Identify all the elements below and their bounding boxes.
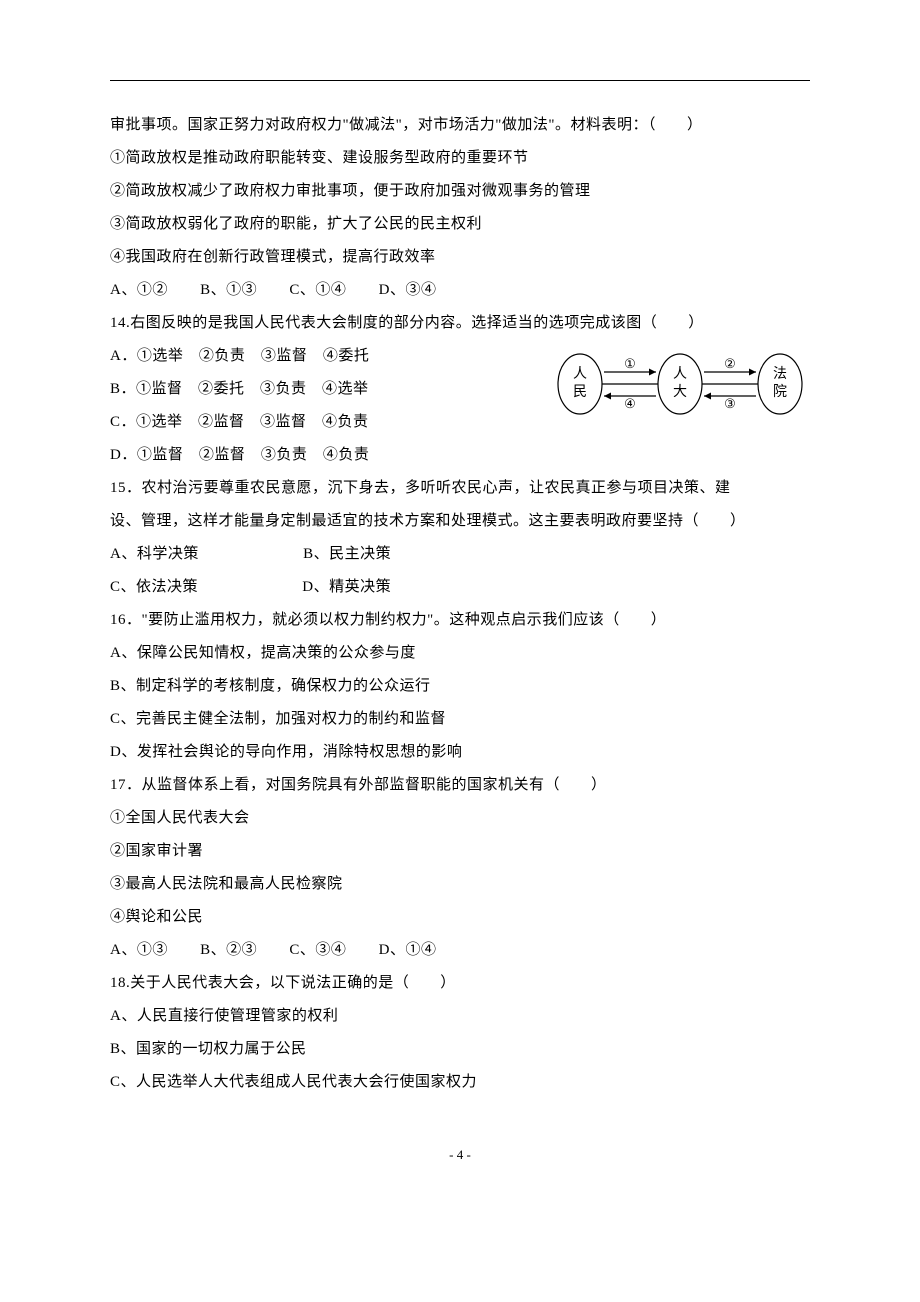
label-2: ② bbox=[724, 356, 736, 371]
node3-l1: 法 bbox=[773, 366, 787, 382]
document-page: 审批事项。国家正努力对政府权力"做减法"，对市场活力"做加法"。材料表明：（ ）… bbox=[0, 0, 920, 1203]
label-3: ③ bbox=[724, 396, 736, 411]
q13-cont: 审批事项。国家正努力对政府权力"做减法"，对市场活力"做加法"。材料表明：（ ） bbox=[110, 109, 810, 142]
q16-opt-b: B、制定科学的考核制度，确保权力的公众运行 bbox=[110, 670, 810, 703]
q15-stem-1: 15．农村治污要尊重农民意愿，沉下身去，多听听农民心声，让农民真正参与项目决策、… bbox=[110, 472, 810, 505]
q15-options-row1: A、科学决策 B、民主决策 bbox=[110, 538, 810, 571]
q17-s2: ②国家审计署 bbox=[110, 835, 810, 868]
node-fayuan bbox=[758, 354, 802, 414]
q15-options-row2: C、依法决策 D、精英决策 bbox=[110, 571, 810, 604]
q18-opt-c: C、人民选举人大代表组成人民代表大会行使国家权力 bbox=[110, 1066, 810, 1099]
q18-stem: 18.关于人民代表大会，以下说法正确的是（ ） bbox=[110, 967, 810, 1000]
node1-l2: 民 bbox=[573, 385, 587, 400]
q14-opt-c: C．①选举 ②监督 ③监督 ④负责 bbox=[110, 406, 540, 439]
q16-opt-a: A、保障公民知情权，提高决策的公众参与度 bbox=[110, 637, 810, 670]
node2-l1: 人 bbox=[673, 366, 687, 382]
q13-stmt-1: ①简政放权是推动政府职能转变、建设服务型政府的重要环节 bbox=[110, 142, 810, 175]
q18-opt-b: B、国家的一切权力属于公民 bbox=[110, 1033, 810, 1066]
q18-opt-a: A、人民直接行使管理管家的权利 bbox=[110, 1000, 810, 1033]
q15-stem-2: 设、管理，这样才能量身定制最适宜的技术方案和处理模式。这主要表明政府要坚持（ ） bbox=[110, 505, 810, 538]
q13-stmt-2: ②简政放权减少了政府权力审批事项，便于政府加强对微观事务的管理 bbox=[110, 175, 810, 208]
node1-l1: 人 bbox=[573, 366, 587, 382]
label-1: ① bbox=[624, 356, 636, 371]
q17-options: A、①③ B、②③ C、③④ D、①④ bbox=[110, 934, 810, 967]
q15-opt-b: B、民主决策 bbox=[303, 538, 391, 571]
q16-opt-c: C、完善民主健全法制，加强对权力的制约和监督 bbox=[110, 703, 810, 736]
q17-opt-d: D、①④ bbox=[379, 934, 437, 967]
node3-l2: 院 bbox=[773, 384, 787, 400]
q13-opt-a: A、①② bbox=[110, 274, 168, 307]
q13-opt-d: D、③④ bbox=[379, 274, 437, 307]
q17-s1: ①全国人民代表大会 bbox=[110, 802, 810, 835]
q14-stem: 14.右图反映的是我国人民代表大会制度的部分内容。选择适当的选项完成该图（ ） bbox=[110, 307, 810, 340]
q17-s4: ④舆论和公民 bbox=[110, 901, 810, 934]
q14-options-block: A．①选举 ②负责 ③监督 ④委托 B．①监督 ②委托 ③负责 ④选举 C．①选… bbox=[110, 340, 540, 472]
q13-stmt-3: ③简政放权弱化了政府的职能，扩大了公民的民主权利 bbox=[110, 208, 810, 241]
q14-opt-d: D．①监督 ②监督 ③负责 ④负责 bbox=[110, 439, 540, 472]
q14-diagram: 人 民 人 大 法 院 ① ④ ② ③ bbox=[550, 344, 810, 424]
q16-stem: 16．"要防止滥用权力，就必须以权力制约权力"。这种观点启示我们应该（ ） bbox=[110, 604, 810, 637]
q15-opt-c: C、依法决策 bbox=[110, 571, 198, 604]
q17-opt-a: A、①③ bbox=[110, 934, 168, 967]
q17-s3: ③最高人民法院和最高人民检察院 bbox=[110, 868, 810, 901]
q17-opt-c: C、③④ bbox=[289, 934, 346, 967]
node2-l2: 大 bbox=[673, 384, 687, 400]
q16-opt-d: D、发挥社会舆论的导向作用，消除特权思想的影响 bbox=[110, 736, 810, 769]
node-renda bbox=[658, 354, 702, 414]
q14-row: A．①选举 ②负责 ③监督 ④委托 B．①监督 ②委托 ③负责 ④选举 C．①选… bbox=[110, 340, 810, 472]
q13-opt-c: C、①④ bbox=[289, 274, 346, 307]
label-4: ④ bbox=[624, 396, 636, 411]
q13-opt-b: B、①③ bbox=[200, 274, 257, 307]
q13-stmt-4: ④我国政府在创新行政管理模式，提高行政效率 bbox=[110, 241, 810, 274]
q14-opt-b: B．①监督 ②委托 ③负责 ④选举 bbox=[110, 373, 540, 406]
q15-opt-d: D、精英决策 bbox=[302, 571, 391, 604]
q15-opt-a: A、科学决策 bbox=[110, 538, 199, 571]
header-rule bbox=[110, 80, 810, 81]
q17-opt-b: B、②③ bbox=[200, 934, 257, 967]
q14-opt-a: A．①选举 ②负责 ③监督 ④委托 bbox=[110, 340, 540, 373]
q17-stem: 17．从监督体系上看，对国务院具有外部监督职能的国家机关有（ ） bbox=[110, 769, 810, 802]
page-number: - 4 - bbox=[110, 1147, 810, 1163]
q13-options: A、①② B、①③ C、①④ D、③④ bbox=[110, 274, 810, 307]
node-renmin bbox=[558, 354, 602, 414]
